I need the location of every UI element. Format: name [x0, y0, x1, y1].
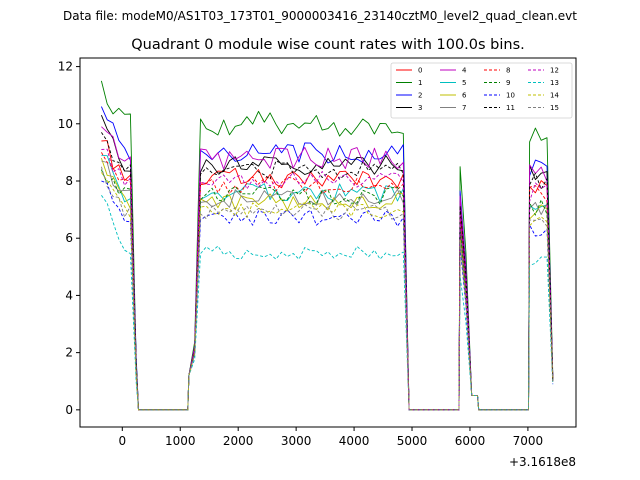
legend-label-3: 3	[418, 104, 422, 112]
legend-label-12: 12	[550, 67, 559, 75]
legend-label-8: 8	[506, 67, 510, 75]
x-tick-label: 4000	[339, 434, 370, 448]
legend-label-9: 9	[506, 79, 510, 87]
legend-label-7: 7	[462, 104, 466, 112]
legend-label-10: 10	[506, 92, 515, 100]
x-tick-label: 0	[118, 434, 126, 448]
y-tick-label: 4	[65, 288, 73, 302]
y-tick-label: 10	[58, 117, 73, 131]
legend-label-2: 2	[418, 92, 422, 100]
series-line-15	[100, 166, 554, 411]
series-line-9	[100, 169, 554, 411]
series-line-12	[101, 148, 554, 411]
figure-suptitle: Data file: modeM0/AS1T03_173T01_90000034…	[63, 9, 577, 23]
legend-box	[390, 62, 573, 119]
series-line-5	[101, 154, 554, 411]
axes-frame	[79, 57, 577, 428]
legend-label-4: 4	[462, 67, 467, 75]
x-tick-label: 6000	[455, 434, 486, 448]
series-line-3	[100, 115, 554, 411]
series-line-4	[101, 126, 554, 411]
x-offset-label: +3.1618e8	[509, 455, 576, 469]
series-line-8	[101, 152, 554, 411]
y-tick-label: 2	[65, 346, 73, 360]
x-tick-label: 5000	[397, 434, 428, 448]
legend-label-14: 14	[550, 92, 559, 100]
series-line-13	[101, 195, 554, 411]
series-line-11	[101, 132, 554, 411]
legend-label-11: 11	[506, 104, 515, 112]
x-tick-label: 7000	[513, 434, 544, 448]
legend-label-0: 0	[418, 67, 422, 75]
y-tick-label: 6	[65, 231, 73, 245]
legend-label-1: 1	[418, 79, 422, 87]
y-tick-label: 8	[65, 174, 73, 188]
series-line-6	[100, 157, 554, 411]
series-line-10	[101, 180, 554, 411]
y-tick-label: 0	[65, 403, 73, 417]
series-line-1	[100, 80, 554, 411]
x-tick-label: 2000	[223, 434, 254, 448]
legend-label-13: 13	[550, 79, 559, 87]
legend-label-15: 15	[550, 104, 559, 112]
x-tick-label: 3000	[281, 434, 312, 448]
legend-label-6: 6	[462, 92, 467, 100]
y-tick-label: 12	[58, 60, 73, 74]
legend-label-5: 5	[462, 79, 466, 87]
series-line-7	[101, 160, 554, 411]
x-tick-label: 1000	[165, 434, 196, 448]
series-line-0	[101, 140, 554, 411]
chart-title: Quadrant 0 module wise count rates with …	[131, 37, 525, 53]
